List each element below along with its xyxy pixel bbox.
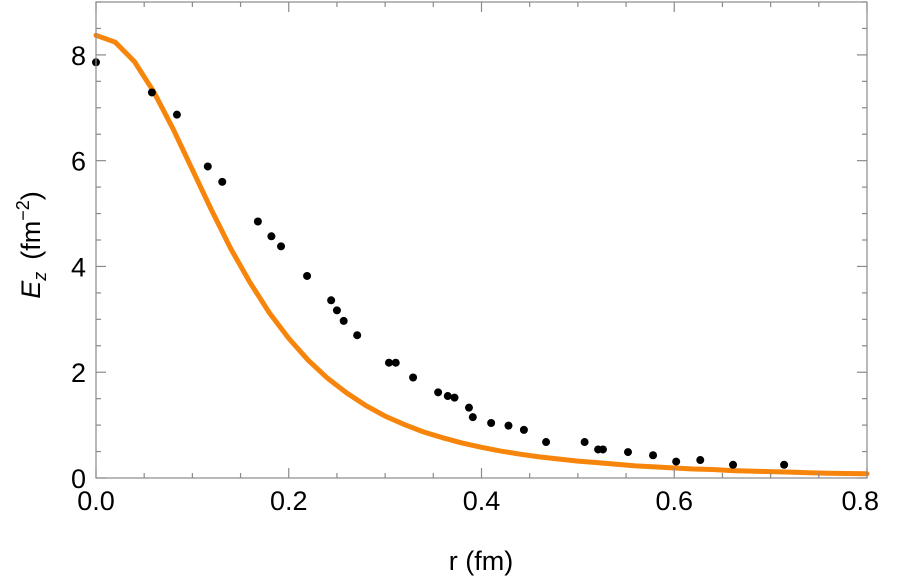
data-point: [277, 242, 286, 251]
y-axis-unit-open: (fm: [16, 221, 46, 260]
data-point: [353, 331, 362, 340]
y-tick-label: 8: [71, 41, 86, 71]
x-tick-labels: 0.0 0.2 0.4 0.6 0.8: [77, 486, 879, 516]
y-axis-subscript: z: [30, 272, 50, 282]
data-point: [464, 403, 473, 412]
data-point: [172, 110, 181, 119]
data-point: [339, 316, 348, 325]
y-tick-label: 2: [71, 358, 86, 388]
data-point: [218, 177, 227, 186]
y-axis-unit-exponent: −2: [13, 200, 33, 221]
data-point: [780, 460, 789, 469]
data-point: [203, 162, 212, 171]
data-point: [443, 392, 452, 401]
x-tick-label: 0.8: [841, 486, 879, 516]
y-tick-labels: 0 2 4 6 8: [71, 41, 86, 494]
data-points-layer: [92, 58, 789, 469]
data-point: [487, 419, 496, 427]
data-point: [267, 232, 276, 241]
y-tick-label: 4: [71, 252, 86, 282]
data-point: [729, 460, 738, 469]
data-point: [147, 88, 156, 97]
data-point: [623, 448, 632, 457]
fit-curve-line: [93, 32, 870, 477]
x-tick-label: 0.0: [77, 486, 115, 516]
y-tick-label: 6: [71, 147, 86, 177]
data-point: [468, 413, 477, 422]
data-point: [672, 457, 681, 466]
axis-ticks-layer: [95, 1, 868, 479]
x-tick-label: 0.6: [655, 486, 693, 516]
data-point: [253, 217, 262, 226]
x-axis-title: r (fm): [449, 546, 513, 576]
data-point: [391, 358, 400, 367]
data-point: [384, 358, 393, 367]
data-point: [519, 425, 528, 434]
data-point: [504, 421, 513, 430]
data-point: [332, 306, 341, 315]
x-tick-label: 0.2: [270, 486, 308, 516]
data-point: [580, 438, 589, 447]
data-point: [327, 296, 336, 305]
y-tick-label: 0: [71, 464, 86, 494]
data-point: [542, 438, 551, 447]
data-point: [598, 445, 607, 454]
fit-curve-layer: [93, 32, 870, 477]
data-point: [649, 451, 658, 460]
y-axis-title: Ez (fm−2): [13, 191, 50, 299]
data-point: [409, 373, 418, 382]
data-point: [696, 456, 705, 465]
data-point: [303, 271, 312, 280]
y-axis-unit-close: ): [16, 191, 46, 200]
data-point: [434, 388, 443, 397]
y-axis-symbol: E: [16, 280, 46, 299]
x-tick-label: 0.4: [463, 486, 501, 516]
data-point: [450, 393, 459, 402]
plot-frame: [95, 1, 868, 479]
